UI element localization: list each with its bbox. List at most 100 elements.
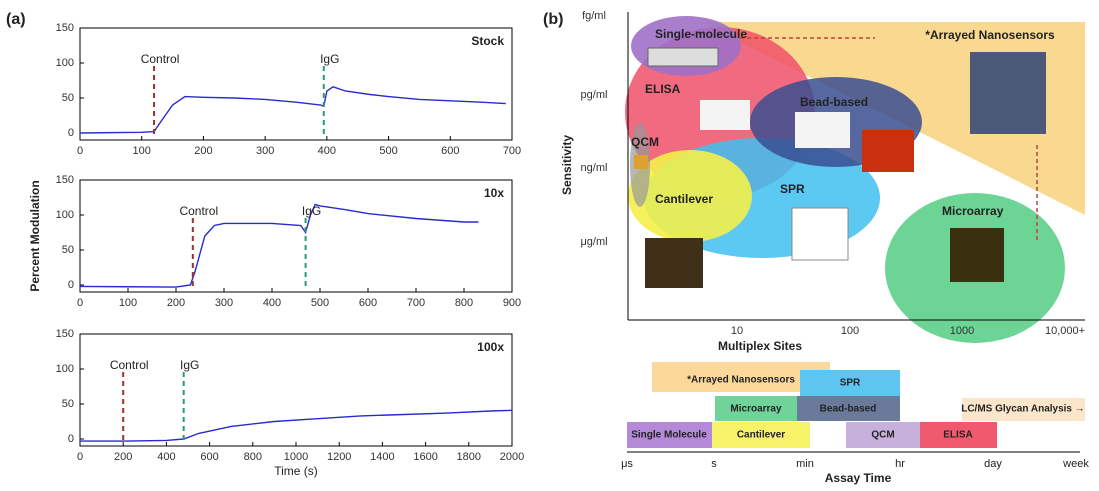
y-tick-label: 150 xyxy=(56,22,74,34)
figure: (a) (b) Single-molecule ELISA Bead-based… xyxy=(0,0,1099,486)
x-tick-label: 600 xyxy=(200,451,218,463)
x-tick-label: 300 xyxy=(256,145,274,157)
y-tick-label: 50 xyxy=(62,398,74,410)
y-tick-label: 50 xyxy=(62,92,74,104)
x-tick-label: 300 xyxy=(215,297,233,309)
x-tick-label: 1000 xyxy=(284,451,308,463)
timeline-tick: day xyxy=(984,458,1002,470)
x-tick-label: 0 xyxy=(77,297,83,309)
y-tick-label: μg/ml xyxy=(580,236,607,248)
plot-frame xyxy=(80,180,512,292)
x-tick-label: 200 xyxy=(194,145,212,157)
sensitivity-diagram: Single-molecule ELISA Bead-based QCM SPR… xyxy=(560,10,1085,353)
y-tick-label: 0 xyxy=(68,433,74,445)
x-tick-label: 0 xyxy=(77,145,83,157)
x-title: Multiplex Sites xyxy=(718,339,802,353)
timeline-label: Cantilever xyxy=(737,430,785,441)
chart-label: 10x xyxy=(484,186,504,200)
data-line xyxy=(80,87,506,133)
x-tick-label: 200 xyxy=(114,451,132,463)
x-tick-label: 0 xyxy=(77,451,83,463)
x-tick-label: 1800 xyxy=(457,451,481,463)
y-tick-label: 150 xyxy=(56,328,74,340)
event-label: IgG xyxy=(320,52,339,66)
chart-label: Stock xyxy=(471,34,504,48)
x-tick-label: 100 xyxy=(119,297,137,309)
region-label: Microarray xyxy=(942,204,1004,218)
event-label: Control xyxy=(141,52,180,66)
timeline-label: QCM xyxy=(871,430,894,441)
x-tick-label: 1400 xyxy=(370,451,394,463)
x-tick-label: 500 xyxy=(379,145,397,157)
region-label: Single-molecule xyxy=(655,27,747,41)
banner: *Arrayed Nanosensors xyxy=(925,28,1055,42)
x-tick-label: 100 xyxy=(133,145,151,157)
x-axis-label: Time (s) xyxy=(274,464,318,478)
y-tick-label: 50 xyxy=(62,244,74,256)
y-tick-label: 100 xyxy=(56,209,74,221)
timeline-label: LC/MS Glycan Analysis → xyxy=(961,404,1085,415)
y-tick-label: ng/ml xyxy=(581,162,608,174)
x-tick-label: 400 xyxy=(263,297,281,309)
illustration xyxy=(795,112,850,148)
x-tick-label: 400 xyxy=(318,145,336,157)
timeline-label: *Arrayed Nanosensors xyxy=(687,375,795,386)
x-tick-label: 10 xyxy=(731,325,743,337)
region-label: SPR xyxy=(780,182,805,196)
plot-frame xyxy=(80,334,512,446)
timeline-tick: hr xyxy=(895,458,905,470)
y-tick-label: 100 xyxy=(56,363,74,375)
y-tick-label: 150 xyxy=(56,174,74,186)
event-label: Control xyxy=(110,358,149,372)
x-tick-label: 100 xyxy=(841,325,859,337)
event-label: IgG xyxy=(180,358,199,372)
illustration xyxy=(792,208,848,260)
event-label: Control xyxy=(179,204,218,218)
illustration xyxy=(862,130,914,172)
chart-label: 100x xyxy=(477,340,504,354)
timeline-label: Single Molecule xyxy=(631,430,707,441)
x-tick-label: 10,000+ xyxy=(1045,325,1085,337)
region xyxy=(631,16,741,76)
panel-label: (a) xyxy=(6,11,26,28)
y-tick-label: 0 xyxy=(68,279,74,291)
region-label: Bead-based xyxy=(800,95,868,109)
x-tick-label: 1600 xyxy=(413,451,437,463)
illustration xyxy=(648,48,718,66)
data-line xyxy=(80,410,512,441)
x-tick-label: 800 xyxy=(244,451,262,463)
timeline-title: Assay Time xyxy=(825,471,892,485)
illustration xyxy=(970,52,1046,134)
illustration xyxy=(645,238,703,288)
x-tick-label: 200 xyxy=(167,297,185,309)
x-tick-label: 1000 xyxy=(950,325,974,337)
x-tick-label: 400 xyxy=(157,451,175,463)
y-tick-label: 0 xyxy=(68,127,74,139)
timeline-label: Bead-based xyxy=(820,404,877,415)
y-axis-label: Percent Modulation xyxy=(28,180,42,291)
x-tick-label: 2000 xyxy=(500,451,524,463)
timeline-tick: min xyxy=(796,458,814,470)
region-label: ELISA xyxy=(645,82,681,96)
illustration xyxy=(700,100,750,130)
plot-frame xyxy=(80,28,512,140)
y-tick-label: fg/ml xyxy=(582,10,606,22)
timeline: *Arrayed Nanosensors SPR Microarray Bead… xyxy=(621,362,1089,485)
timeline-tick: s xyxy=(711,458,717,470)
timeline-tick: μs xyxy=(621,458,633,470)
data-line xyxy=(80,205,478,288)
x-tick-label: 500 xyxy=(311,297,329,309)
x-tick-label: 600 xyxy=(441,145,459,157)
timeline-label: ELISA xyxy=(943,430,972,441)
y-title: Sensitivity xyxy=(560,135,574,195)
region-label: Cantilever xyxy=(655,192,713,206)
panel-label: (b) xyxy=(543,11,563,28)
x-tick-label: 700 xyxy=(503,145,521,157)
timeline-label: Microarray xyxy=(730,404,782,415)
y-tick-label: pg/ml xyxy=(581,89,608,101)
x-tick-label: 700 xyxy=(407,297,425,309)
x-tick-label: 800 xyxy=(455,297,473,309)
illustration xyxy=(634,155,648,169)
timeline-tick: week xyxy=(1062,458,1089,470)
region-label: QCM xyxy=(631,135,659,149)
